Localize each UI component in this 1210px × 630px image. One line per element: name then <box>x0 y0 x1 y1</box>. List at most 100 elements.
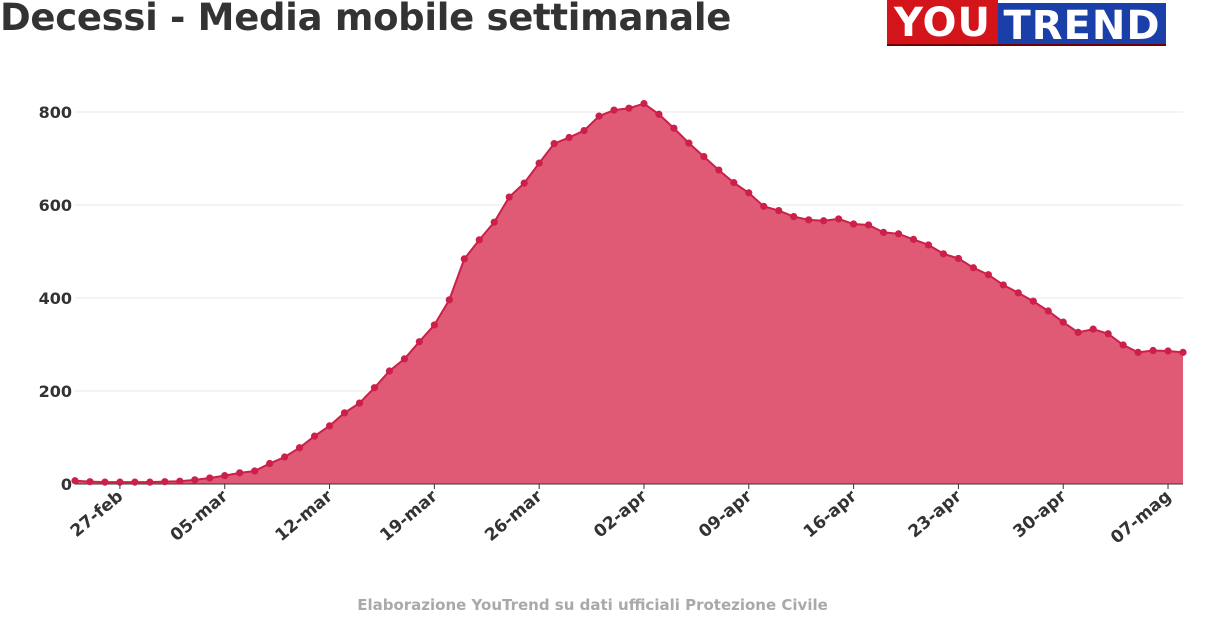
data-point <box>281 453 289 461</box>
data-point <box>460 255 468 263</box>
data-point <box>325 422 334 430</box>
data-point <box>161 478 169 486</box>
data-point <box>1119 341 1127 349</box>
data-point <box>760 202 768 210</box>
data-point <box>430 321 438 329</box>
x-tick-label: 30-apr <box>1010 486 1071 542</box>
data-point <box>939 250 948 258</box>
data-point <box>864 221 873 229</box>
data-point <box>595 112 603 120</box>
data-point <box>625 104 633 112</box>
data-point <box>550 139 558 148</box>
data-point <box>415 338 423 346</box>
x-tick-label: 26-mar <box>481 486 547 546</box>
area-chart: 0 200 400 600 800 27-feb 05-mar 12-mar 19-mar 26… <box>39 99 1187 548</box>
data-point <box>1044 307 1052 315</box>
x-axis-ticks: 27-feb 05-mar 12-mar 19-mar 26-mar 02-apr 09-a… <box>67 484 1175 548</box>
data-point <box>490 218 498 226</box>
x-tick-label: 07-mag <box>1107 487 1175 549</box>
data-point <box>520 179 528 187</box>
data-point <box>86 478 94 486</box>
data-point <box>820 217 828 225</box>
data-point <box>251 467 259 475</box>
data-point <box>370 384 379 392</box>
data-point <box>640 99 648 108</box>
data-point <box>191 476 199 484</box>
data-point <box>565 133 573 142</box>
data-point <box>1074 328 1082 336</box>
data-point <box>790 212 798 221</box>
data-point <box>1029 297 1037 305</box>
data-point <box>221 472 229 480</box>
data-point <box>969 264 977 272</box>
data-point <box>310 432 319 440</box>
data-point <box>355 399 364 407</box>
data-point <box>1179 348 1187 356</box>
logo-trend: TREND <box>998 0 1166 49</box>
data-point <box>909 235 918 243</box>
data-point <box>1014 289 1022 297</box>
data-point <box>1149 346 1157 355</box>
y-tick-label: 0 <box>61 475 72 494</box>
data-point <box>610 106 618 114</box>
y-tick-label: 400 <box>39 289 72 308</box>
x-tick-label: 05-mar <box>167 486 233 546</box>
x-tick-label: 16-apr <box>800 486 861 542</box>
y-tick-label: 600 <box>39 196 72 215</box>
area-fill <box>75 103 1183 485</box>
data-point <box>1164 347 1172 355</box>
x-tick-label: 02-apr <box>590 486 651 542</box>
data-point <box>849 220 858 228</box>
data-point <box>745 189 753 197</box>
data-point <box>385 367 394 375</box>
y-tick-label: 200 <box>39 382 72 401</box>
data-point <box>400 355 409 363</box>
x-tick-label: 19-mar <box>376 486 442 546</box>
data-point <box>236 469 244 477</box>
data-point <box>984 271 992 279</box>
data-point <box>101 478 109 486</box>
data-point <box>505 193 513 201</box>
x-tick-label: 12-mar <box>272 486 338 546</box>
data-point <box>924 241 933 249</box>
chart-title: Decessi - Media mobile settimanale <box>0 0 731 39</box>
data-point <box>805 216 813 224</box>
data-point <box>206 474 214 482</box>
youtrend-logo: YOU TREND <box>887 0 1166 49</box>
data-point <box>835 215 843 223</box>
source-note: Elaborazione YouTrend su dati ufficiali … <box>357 596 828 614</box>
y-axis-ticks: 0 200 400 600 800 <box>39 103 72 494</box>
data-point <box>340 409 349 417</box>
y-tick-label: 800 <box>39 103 72 122</box>
logo-you: YOU <box>887 0 998 46</box>
data-point <box>655 110 663 118</box>
data-point <box>1134 348 1142 356</box>
data-point <box>730 179 738 187</box>
data-point <box>131 478 139 486</box>
data-point <box>1059 318 1067 326</box>
data-point <box>954 254 963 263</box>
x-tick-label: 09-apr <box>695 486 756 542</box>
data-point <box>445 296 453 304</box>
data-point <box>176 477 184 485</box>
data-point <box>146 478 154 486</box>
data-point <box>71 477 79 485</box>
data-point <box>116 478 124 486</box>
data-point <box>1104 330 1112 338</box>
data-point <box>700 152 708 161</box>
data-point <box>775 206 783 215</box>
data-point <box>715 166 723 174</box>
data-point <box>894 230 903 238</box>
data-point <box>580 126 588 135</box>
data-point <box>879 228 888 237</box>
data-point <box>295 444 304 452</box>
data-point <box>1089 325 1097 333</box>
x-tick-label: 27-feb <box>67 487 127 542</box>
x-tick-label: 23-apr <box>905 486 966 542</box>
data-point <box>535 159 543 167</box>
data-point <box>999 281 1007 289</box>
data-points <box>71 99 1187 486</box>
data-point <box>670 124 678 132</box>
data-point <box>685 139 693 147</box>
data-point <box>266 459 274 468</box>
